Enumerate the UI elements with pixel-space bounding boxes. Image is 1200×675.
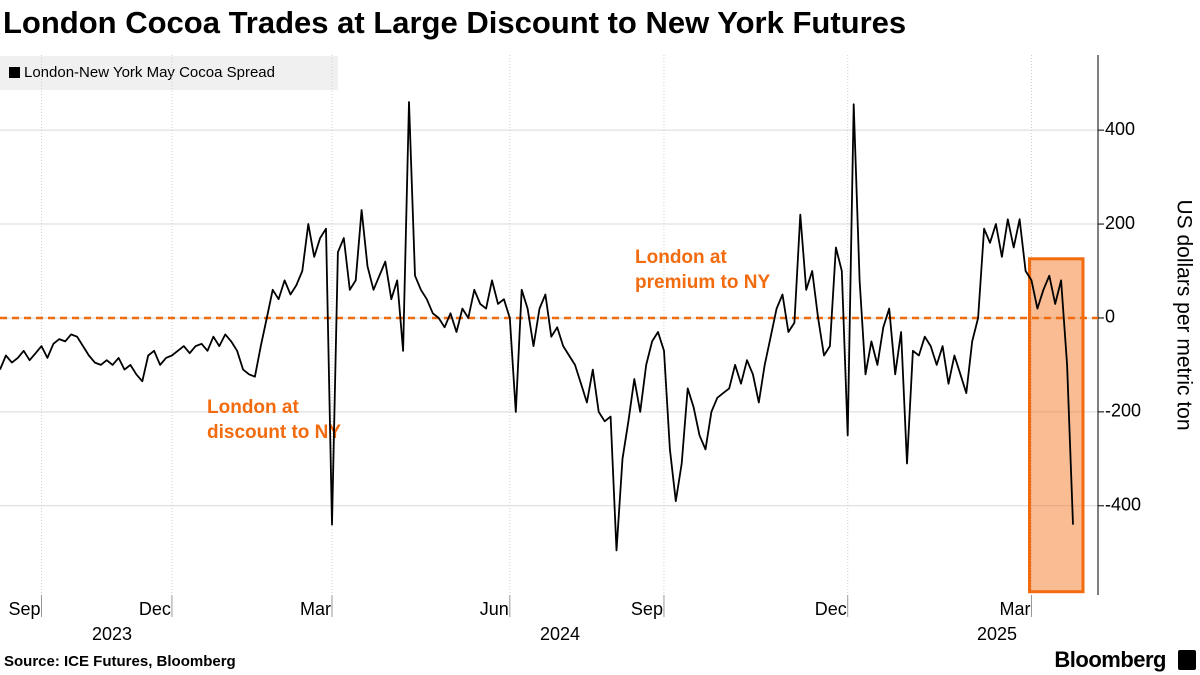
year-label: 2025 <box>977 624 1017 644</box>
legend-label: London-New York May Cocoa Spread <box>24 64 275 81</box>
y-axis-label: US dollars per metric ton <box>1172 199 1195 430</box>
y-tick-label: -400 <box>1105 495 1141 515</box>
x-tick-label: Sep <box>631 599 663 619</box>
y-tick-label: -200 <box>1105 401 1141 421</box>
year-label: 2023 <box>92 624 132 644</box>
x-tick-label: Mar <box>300 599 331 619</box>
annotation: discount to NY <box>207 422 341 443</box>
series-line <box>0 101 1074 552</box>
x-tick-label: Mar <box>1000 599 1031 619</box>
y-tick-label: 200 <box>1105 213 1135 233</box>
chart-title: London Cocoa Trades at Large Discount to… <box>3 5 906 40</box>
year-label: 2024 <box>540 624 580 644</box>
annotation: London at <box>635 247 727 268</box>
x-tick-label: Jun <box>480 599 509 619</box>
brand: Bloomberg <box>1054 647 1166 672</box>
x-tick-label: Dec <box>815 599 847 619</box>
y-tick-label: 0 <box>1105 307 1115 327</box>
x-tick-label: Dec <box>139 599 171 619</box>
x-tick-label: Sep <box>8 599 40 619</box>
legend-box <box>0 56 338 90</box>
annotation: premium to NY <box>635 272 770 293</box>
annotation: London at <box>207 397 299 418</box>
legend-swatch <box>9 67 20 78</box>
highlight-box <box>1028 257 1085 594</box>
brand-icon <box>1178 650 1196 670</box>
source: Source: ICE Futures, Bloomberg <box>4 653 236 670</box>
y-tick-label: 400 <box>1105 119 1135 139</box>
